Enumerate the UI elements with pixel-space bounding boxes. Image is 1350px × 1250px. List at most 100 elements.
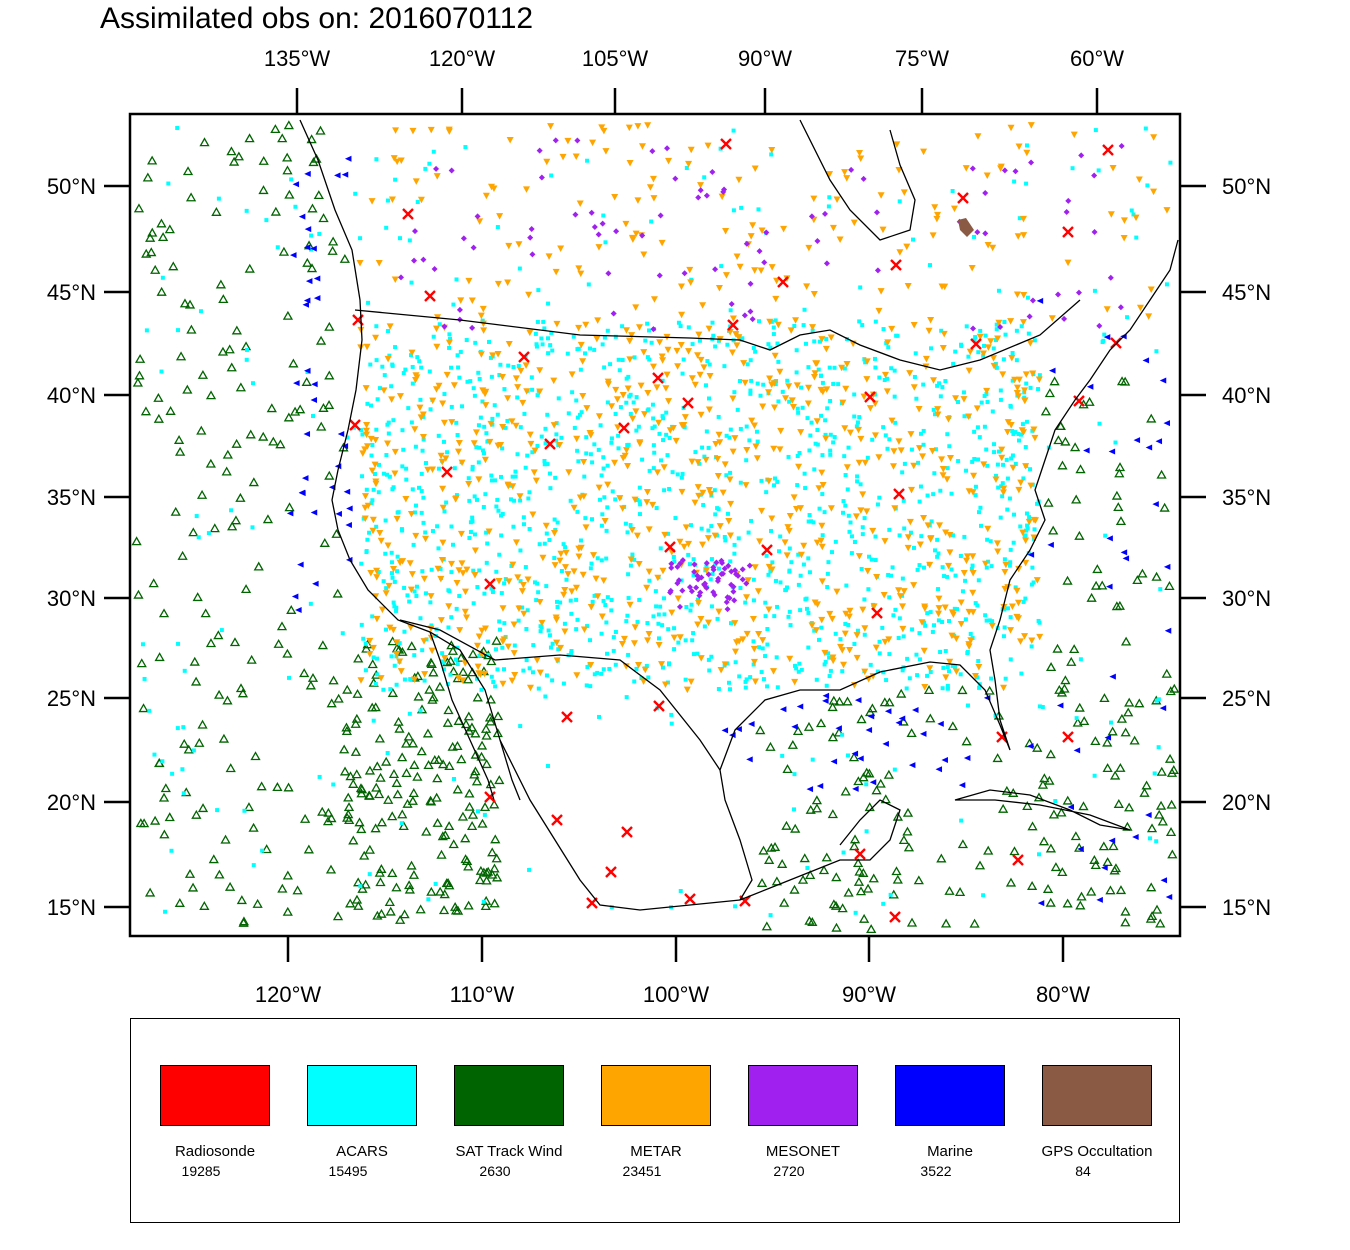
metar-marker	[965, 367, 973, 375]
acars-marker	[845, 753, 850, 758]
acars-marker	[476, 460, 481, 465]
acars-marker	[556, 647, 561, 652]
acars-marker	[182, 668, 187, 673]
metar-marker	[688, 458, 696, 466]
mesonet-marker	[873, 209, 880, 216]
sat-wind-marker	[429, 754, 440, 764]
metar-marker	[717, 667, 725, 674]
metar-marker	[389, 626, 397, 634]
metar-marker	[654, 469, 662, 476]
acars-marker	[961, 390, 966, 395]
acars-marker	[440, 651, 445, 656]
sat-wind-marker	[185, 192, 197, 202]
sat-wind-marker	[467, 649, 479, 659]
acars-marker	[792, 324, 797, 329]
radiosonde-marker	[682, 397, 694, 409]
acars-marker	[855, 420, 860, 425]
metar-marker	[716, 439, 724, 446]
sat-wind-marker	[787, 739, 798, 749]
acars-marker	[359, 622, 364, 627]
sat-wind-marker	[1045, 662, 1057, 672]
mesonet-marker	[656, 272, 663, 279]
metar-marker	[494, 280, 502, 288]
acars-marker	[680, 371, 685, 376]
acars-marker	[984, 392, 989, 397]
sat-wind-marker	[324, 321, 335, 331]
sat-wind-marker	[385, 906, 396, 916]
sat-wind-marker	[248, 477, 259, 487]
acars-marker	[1010, 429, 1015, 434]
metar-marker	[718, 193, 726, 201]
metar-marker	[475, 476, 483, 483]
acars-marker	[893, 420, 898, 425]
acars-marker	[662, 612, 667, 617]
acars-marker	[910, 627, 915, 632]
acars-marker	[464, 338, 469, 343]
acars-marker	[495, 667, 500, 672]
acars-marker	[490, 422, 495, 427]
metar-marker	[371, 461, 379, 469]
metar-marker	[850, 219, 858, 227]
metar-marker	[873, 573, 881, 581]
acars-marker	[901, 634, 906, 639]
metar-marker	[785, 527, 793, 535]
metar-marker	[965, 413, 973, 421]
metar-marker	[797, 429, 805, 436]
acars-marker	[719, 264, 724, 269]
metar-marker	[726, 476, 734, 483]
acars-marker	[855, 474, 860, 479]
acars-marker	[405, 593, 410, 598]
metar-marker	[676, 538, 684, 546]
mesonet-marker	[676, 603, 683, 610]
acars-marker	[796, 552, 801, 557]
sat-wind-marker	[200, 608, 211, 618]
acars-marker	[446, 625, 451, 630]
acars-marker	[774, 655, 779, 660]
metar-marker	[550, 377, 558, 385]
sat-wind-marker	[462, 674, 474, 684]
metar-marker	[1002, 561, 1010, 569]
metar-marker	[722, 272, 730, 279]
mesonet-marker	[1063, 208, 1070, 215]
sat-wind-marker	[913, 875, 924, 885]
acars-marker	[388, 687, 393, 692]
acars-marker	[481, 451, 486, 456]
acars-marker	[497, 627, 502, 632]
sat-wind-marker	[1056, 687, 1068, 697]
metar-marker	[524, 576, 532, 584]
cuba	[954, 789, 1131, 831]
sat-wind-marker	[258, 155, 269, 165]
acars-marker	[973, 493, 978, 498]
acars-marker	[925, 673, 930, 678]
acars-marker	[676, 320, 681, 325]
marine-marker	[312, 580, 319, 587]
mesonet-marker	[731, 597, 738, 604]
sat-wind-marker	[182, 166, 194, 176]
acars-marker	[710, 572, 715, 577]
acars-marker	[1096, 168, 1101, 173]
metar-marker	[808, 622, 816, 629]
metar-marker	[969, 589, 977, 597]
metar-marker	[678, 311, 686, 319]
metar-marker	[463, 614, 471, 622]
acars-marker	[632, 679, 637, 684]
acars-marker	[888, 892, 893, 897]
marine-marker	[303, 244, 311, 251]
acars-marker	[447, 336, 452, 341]
marine-marker	[941, 756, 948, 763]
acars-marker	[599, 558, 604, 563]
sat-wind-marker	[460, 833, 471, 843]
metar-marker	[485, 528, 493, 535]
acars-marker	[250, 381, 255, 386]
sat-wind-marker	[481, 875, 492, 885]
acars-marker	[1011, 512, 1016, 517]
acars-marker	[389, 384, 394, 389]
sat-wind-marker	[306, 134, 317, 144]
acars-marker	[695, 651, 700, 656]
marine-marker	[1133, 437, 1141, 444]
acars-marker	[394, 605, 399, 610]
acars-marker	[945, 466, 950, 471]
top-axis	[295, 88, 1099, 114]
metar-marker	[437, 617, 445, 624]
acars-marker	[152, 752, 157, 757]
